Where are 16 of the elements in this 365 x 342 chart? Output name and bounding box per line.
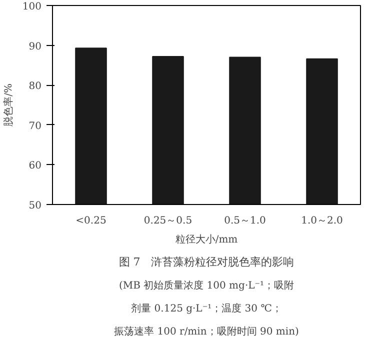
y-tick-label: 100 — [22, 2, 42, 12]
y-tick-label: 80 — [28, 81, 42, 92]
y-axis-title: 脱色率/% — [2, 84, 14, 126]
text: 振荡速率 100 r/min；吸附时间 90 min) — [114, 326, 300, 338]
x-tick-label: 0.25～0.5 — [144, 216, 192, 226]
text: 图 7 浒苔藻粉粒径对脱色率的影响 — [118, 256, 294, 268]
y-tick-label: 90 — [28, 41, 42, 52]
x-tick-label: <0.25 — [76, 216, 106, 226]
x-tick-label: 0.5～1.0 — [224, 216, 266, 226]
x-tick-label: 1.0～2.0 — [301, 216, 343, 226]
y-tick-label: 60 — [28, 160, 42, 172]
y-tick-label: 50 — [28, 200, 42, 212]
text: 剂量 0.125 g·L⁻¹；温度 30 ℃； — [131, 302, 282, 314]
y-tick-label: 70 — [28, 120, 42, 132]
text: (MB 初始质量浓度 100 mg·L⁻¹；吸附 — [118, 280, 294, 292]
x-axis-title: 粒径大小/mm — [175, 234, 238, 246]
